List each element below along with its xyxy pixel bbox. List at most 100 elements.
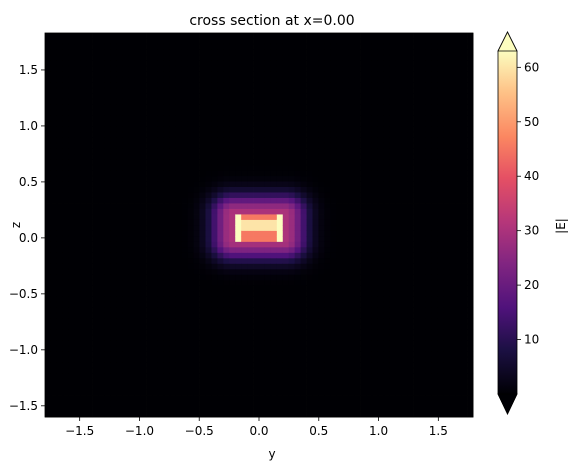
heatmap-cell [449,60,456,67]
heatmap-cell [330,65,337,72]
heatmap-cell [140,257,147,264]
heatmap-cell [330,389,337,396]
heatmap-cell [318,246,325,253]
heatmap-cell [455,203,462,209]
heatmap-cell [80,120,88,127]
heatmap-cell [300,38,307,45]
heatmap-cell [330,120,337,127]
heatmap-cell [86,197,93,204]
heatmap-cell [449,246,456,253]
heatmap-cell [134,153,141,160]
heatmap-cell [288,142,296,149]
heatmap-cell [56,312,64,319]
heatmap-cell [163,219,171,226]
heatmap-cell [401,142,409,149]
heatmap-cell [377,230,385,237]
heatmap-cell [241,159,248,166]
heatmap-cell [306,175,313,182]
heatmap-cell [407,241,414,248]
heatmap-cell [294,329,302,336]
heatmap-cell [371,115,379,122]
heatmap-cell [425,290,432,297]
heatmap-cell [342,164,349,171]
heatmap-cell [157,318,165,325]
heatmap-cell [407,109,414,116]
heatmap-cell [116,235,123,242]
heatmap-cell [80,406,88,412]
heatmap-cell [383,279,391,286]
heatmap-cell [455,389,462,396]
heatmap-cell [288,362,296,369]
heatmap-cell [330,362,337,369]
heatmap-cell [181,351,189,358]
heatmap-cell [264,362,272,369]
heatmap-cell [199,49,206,56]
heatmap-cell [247,131,254,138]
heatmap-cell [306,192,313,198]
heatmap-cell [288,301,296,308]
heatmap-cell [336,263,343,270]
heatmap-cell [282,225,290,231]
heatmap-cell [288,296,296,303]
heatmap-cell [324,93,331,100]
heatmap-cell [122,279,129,286]
heatmap-cell [270,301,278,308]
heatmap-cell [223,323,230,330]
heatmap-cell [282,109,290,116]
heatmap-cell [62,38,70,45]
heatmap-cell [455,71,462,78]
heatmap-cell [50,164,58,171]
heatmap-cell [45,192,52,198]
heatmap-cell [175,351,183,358]
heatmap-cell [419,82,426,89]
heatmap-cell [140,33,147,39]
heatmap-cell [324,120,331,127]
heatmap-cell [360,400,367,407]
heatmap-cell [413,406,420,412]
heatmap-cell [140,164,147,171]
heatmap-cell [45,71,52,78]
heatmap-cell [146,197,153,204]
heatmap-cell [140,214,147,220]
heatmap-cell [128,148,135,155]
heatmap-cell [175,235,183,242]
heatmap-cell [235,323,242,330]
heatmap-cell [389,131,397,138]
heatmap-cell [324,98,331,105]
heatmap-cell [455,137,462,144]
heatmap-cell [122,329,129,336]
heatmap-cell [104,406,111,412]
heatmap-cell [223,203,230,209]
heatmap-cell [413,367,420,374]
heatmap-cell [193,153,200,160]
heatmap-cell [163,268,171,275]
heatmap-cell [92,225,99,231]
heatmap-cell [62,87,70,94]
heatmap-cell [354,153,361,160]
heatmap-cell [300,318,307,325]
heatmap-cell [211,285,218,292]
heatmap-cell [264,356,272,363]
heatmap-cell [146,323,153,330]
heatmap-cell [259,170,266,177]
heatmap-cell [187,279,195,286]
heatmap-cell [312,362,319,369]
heatmap-cell [288,389,296,396]
heatmap-cell [235,186,242,193]
heatmap-cell [175,219,183,226]
heatmap-cell [461,115,468,122]
heatmap-cell [152,400,159,407]
heatmap-cell [389,120,397,127]
heatmap-cell [175,411,183,418]
heatmap-cell [50,153,58,160]
heatmap-cell [360,307,367,314]
heatmap-cell [288,329,296,336]
heatmap-cell [300,153,307,160]
heatmap-cell [407,268,414,275]
heatmap-cell [264,312,272,319]
heatmap-cell [223,54,230,61]
heatmap-cell [366,268,373,275]
heatmap-cell [336,126,343,133]
heatmap-cell [140,241,147,248]
heatmap-cell [163,411,171,418]
